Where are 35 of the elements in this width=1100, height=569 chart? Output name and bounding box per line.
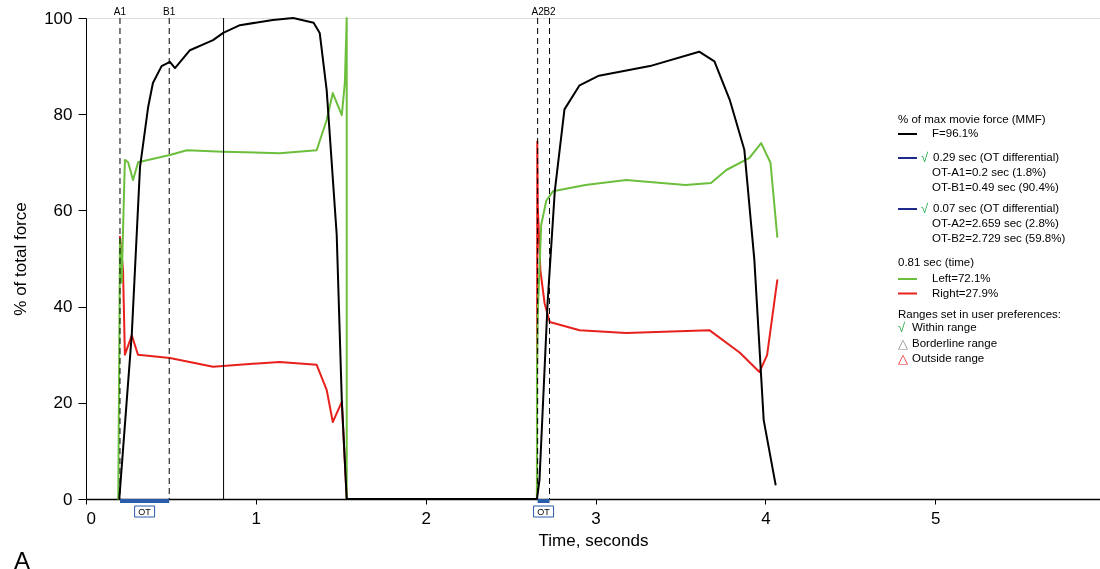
legend-label: F=96.1% bbox=[932, 127, 979, 139]
x-axis-title: Time, seconds bbox=[538, 530, 649, 550]
ref-line-label: B2 bbox=[543, 6, 557, 17]
text: A bbox=[14, 547, 31, 569]
y-axis-title: % of total force bbox=[11, 202, 31, 316]
y-tick-label: 100 bbox=[44, 8, 73, 28]
annotation: OT-B1=0.49 sec (90.4%) bbox=[932, 181, 1060, 193]
legend-label: Left=72.1% bbox=[932, 272, 991, 284]
x-tick-label: 5 bbox=[931, 508, 941, 528]
legend-title: % of max movie force (MMF) bbox=[898, 113, 1046, 125]
annotation: OT-A1=0.2 sec (1.8%) bbox=[932, 166, 1047, 178]
x-tick-label: 4 bbox=[761, 508, 771, 528]
x-tick-label: 1 bbox=[251, 508, 262, 528]
x-tick-label: 3 bbox=[591, 508, 601, 528]
annotation: OT-A2=2.659 sec (2.8%) bbox=[932, 217, 1060, 229]
ref-line-label: A1 bbox=[113, 6, 127, 17]
y-tick-label: 60 bbox=[53, 200, 73, 220]
y-tick-label: 20 bbox=[53, 393, 73, 413]
annotation: 0.81 sec (time) bbox=[898, 256, 975, 268]
y-tick-label: 80 bbox=[53, 104, 73, 124]
x-tick-label: 0 bbox=[86, 508, 96, 528]
ref-line-label: B1 bbox=[163, 6, 176, 17]
annotation: OT-B2=2.729 sec (59.8%) bbox=[932, 232, 1066, 244]
legend-label: Right=27.9% bbox=[932, 286, 999, 299]
y-tick-label: 0 bbox=[63, 489, 73, 509]
annotation: √ Within range bbox=[898, 320, 977, 335]
annotation: √ 0.29 sec (OT differential) bbox=[921, 150, 1060, 165]
annotation: √ 0.07 sec (OT differential) bbox=[921, 201, 1060, 216]
annotation: △ Borderline range bbox=[898, 335, 998, 351]
annotation: △ Outside range bbox=[898, 351, 985, 366]
y-tick-label: 40 bbox=[53, 297, 73, 317]
x-tick-label: 2 bbox=[421, 508, 431, 528]
annotation: Ranges set in user preferences: bbox=[898, 308, 1062, 320]
text: OT bbox=[537, 506, 551, 517]
text: OT bbox=[138, 506, 152, 517]
